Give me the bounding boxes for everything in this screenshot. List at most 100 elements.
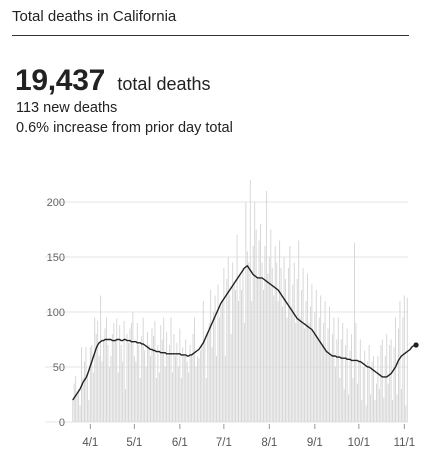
bar-layer — [72, 180, 408, 422]
bar — [104, 328, 106, 422]
bar — [274, 246, 276, 422]
bar — [138, 345, 140, 422]
bar — [78, 389, 80, 422]
bar — [403, 295, 405, 422]
bar — [207, 334, 209, 422]
bar — [236, 235, 238, 422]
average-line — [72, 265, 417, 401]
bar — [289, 246, 291, 422]
deaths-chart: 0 50 100 150 200 4/1 5/1 6/1 7/1 8/1 9/1 10/1 11/1 1… — [45, 180, 419, 449]
bar — [260, 224, 261, 422]
bar — [295, 323, 297, 422]
bar — [82, 378, 84, 422]
bar — [92, 372, 94, 422]
bar — [255, 229, 257, 422]
bar — [198, 358, 200, 422]
bar — [277, 301, 279, 422]
bar — [79, 405, 81, 422]
bar — [307, 273, 308, 422]
x-tick-label: 7/1 — [216, 437, 232, 449]
bar — [365, 405, 367, 422]
bar — [194, 317, 195, 422]
bar — [235, 290, 237, 422]
bar — [101, 361, 103, 422]
bar — [264, 246, 266, 422]
bar — [387, 383, 389, 422]
bar — [147, 331, 149, 422]
bar — [201, 345, 203, 422]
bar — [95, 334, 97, 422]
bar — [120, 345, 122, 422]
bar — [166, 331, 168, 422]
bar — [355, 323, 357, 422]
bar — [229, 295, 231, 422]
bar — [160, 325, 162, 422]
bar — [331, 334, 333, 422]
bar — [339, 378, 341, 422]
bar — [155, 378, 157, 422]
bar — [242, 268, 244, 422]
bar — [279, 240, 281, 422]
bar — [213, 312, 215, 422]
bar — [400, 389, 402, 422]
bar — [205, 378, 207, 422]
bar — [318, 317, 320, 422]
y-tick-label: 200 — [47, 197, 65, 209]
bar — [361, 400, 363, 422]
bar — [151, 328, 153, 422]
bar — [399, 301, 401, 422]
bar — [327, 328, 329, 422]
bar — [374, 400, 376, 422]
bar — [172, 372, 173, 422]
bar — [86, 372, 88, 422]
bar — [257, 279, 259, 422]
bar — [340, 339, 342, 422]
bar — [271, 268, 273, 422]
y-tick-label: 50 — [53, 362, 65, 374]
bar — [290, 306, 292, 422]
bar — [113, 323, 115, 422]
bar — [362, 367, 364, 422]
bar — [348, 394, 350, 422]
bar — [304, 328, 306, 422]
x-tick-label: 11/1 — [394, 437, 416, 449]
bar — [72, 400, 74, 422]
bar — [161, 339, 163, 422]
bar — [293, 262, 295, 422]
bar — [276, 262, 278, 422]
bar — [390, 339, 392, 422]
total-deaths-label: total deaths — [117, 74, 211, 94]
bar — [282, 306, 284, 422]
bar — [76, 394, 78, 422]
bar — [191, 353, 193, 422]
bar — [141, 336, 143, 422]
bar — [396, 394, 398, 422]
bar — [358, 361, 360, 422]
bar — [233, 284, 235, 422]
bar — [315, 290, 317, 422]
bar — [97, 320, 99, 422]
bar — [249, 180, 251, 422]
bar — [119, 325, 121, 422]
y-axis: 0 50 100 150 200 — [47, 197, 65, 429]
x-tick-label: 8/1 — [261, 437, 277, 449]
bar — [376, 383, 377, 422]
bar — [195, 367, 197, 422]
bar — [117, 372, 119, 422]
bar — [214, 295, 216, 422]
bar — [406, 297, 408, 422]
bar — [210, 290, 212, 422]
bar — [245, 202, 247, 422]
bar — [100, 295, 102, 422]
bar — [359, 339, 361, 422]
bar — [337, 317, 339, 422]
bar — [152, 336, 154, 422]
x-tick-label: 10/1 — [348, 437, 370, 449]
bar — [265, 191, 267, 422]
bar — [232, 262, 234, 422]
bar — [268, 257, 270, 422]
bar — [135, 361, 137, 422]
bar — [208, 323, 210, 422]
bar — [163, 317, 165, 422]
bar — [270, 229, 272, 422]
